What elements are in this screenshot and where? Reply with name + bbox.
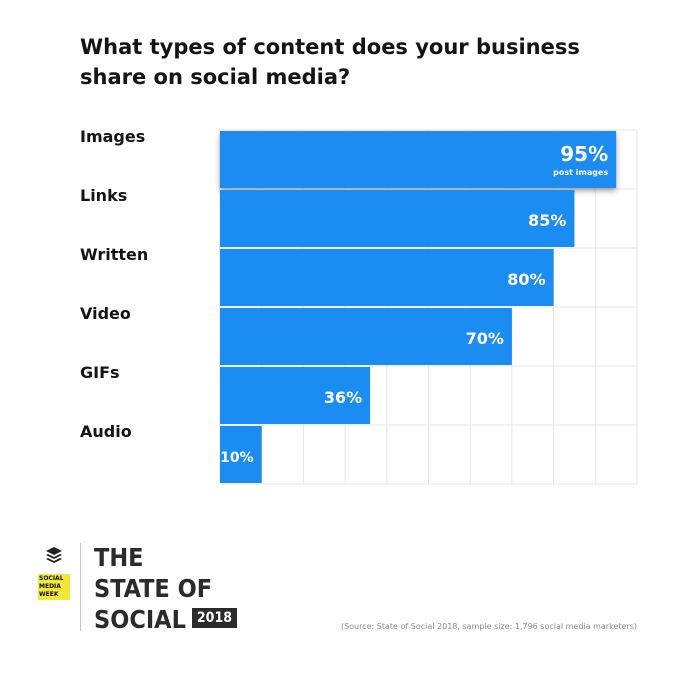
social-media-week-badge: SOCIAL MEDIA WEEK xyxy=(38,574,70,600)
bar xyxy=(220,131,617,188)
footer-divider xyxy=(80,543,81,631)
data-label: 70% xyxy=(466,329,504,348)
category-label: Audio xyxy=(80,422,132,441)
chart-title: What types of content does your business… xyxy=(80,35,580,89)
bar xyxy=(220,190,575,247)
data-label: 85% xyxy=(528,211,566,230)
brand-line: THE xyxy=(94,543,144,572)
category-label: Images xyxy=(80,127,145,146)
brand-line: SOCIAL xyxy=(94,605,186,634)
category-label: Written xyxy=(80,245,148,264)
badge-line: MEDIA xyxy=(39,583,61,590)
data-label: 10% xyxy=(220,450,254,466)
category-label: Links xyxy=(80,186,127,205)
data-label: 95% xyxy=(560,142,608,166)
buffer-stack-icon xyxy=(44,545,64,569)
bar xyxy=(220,426,262,483)
source-note: (Source: State of Social 2018, sample si… xyxy=(340,622,637,631)
data-label: 36% xyxy=(324,388,362,407)
bar xyxy=(220,367,371,424)
badge-line: SOCIAL xyxy=(39,575,64,582)
brand-line: STATE OF xyxy=(94,574,213,603)
brand-year-badge: 2018 xyxy=(191,608,237,628)
category-label: GIFs xyxy=(80,363,120,382)
category-label: Video xyxy=(80,304,131,323)
bar xyxy=(220,249,554,306)
grid xyxy=(219,129,638,485)
badge-line: WEEK xyxy=(39,591,59,598)
bar xyxy=(220,308,512,365)
data-label: 80% xyxy=(507,270,545,289)
data-sub-label: post images xyxy=(553,168,608,177)
brand-wordmark: THE STATE OF SOCIAL 2018 xyxy=(94,542,237,635)
